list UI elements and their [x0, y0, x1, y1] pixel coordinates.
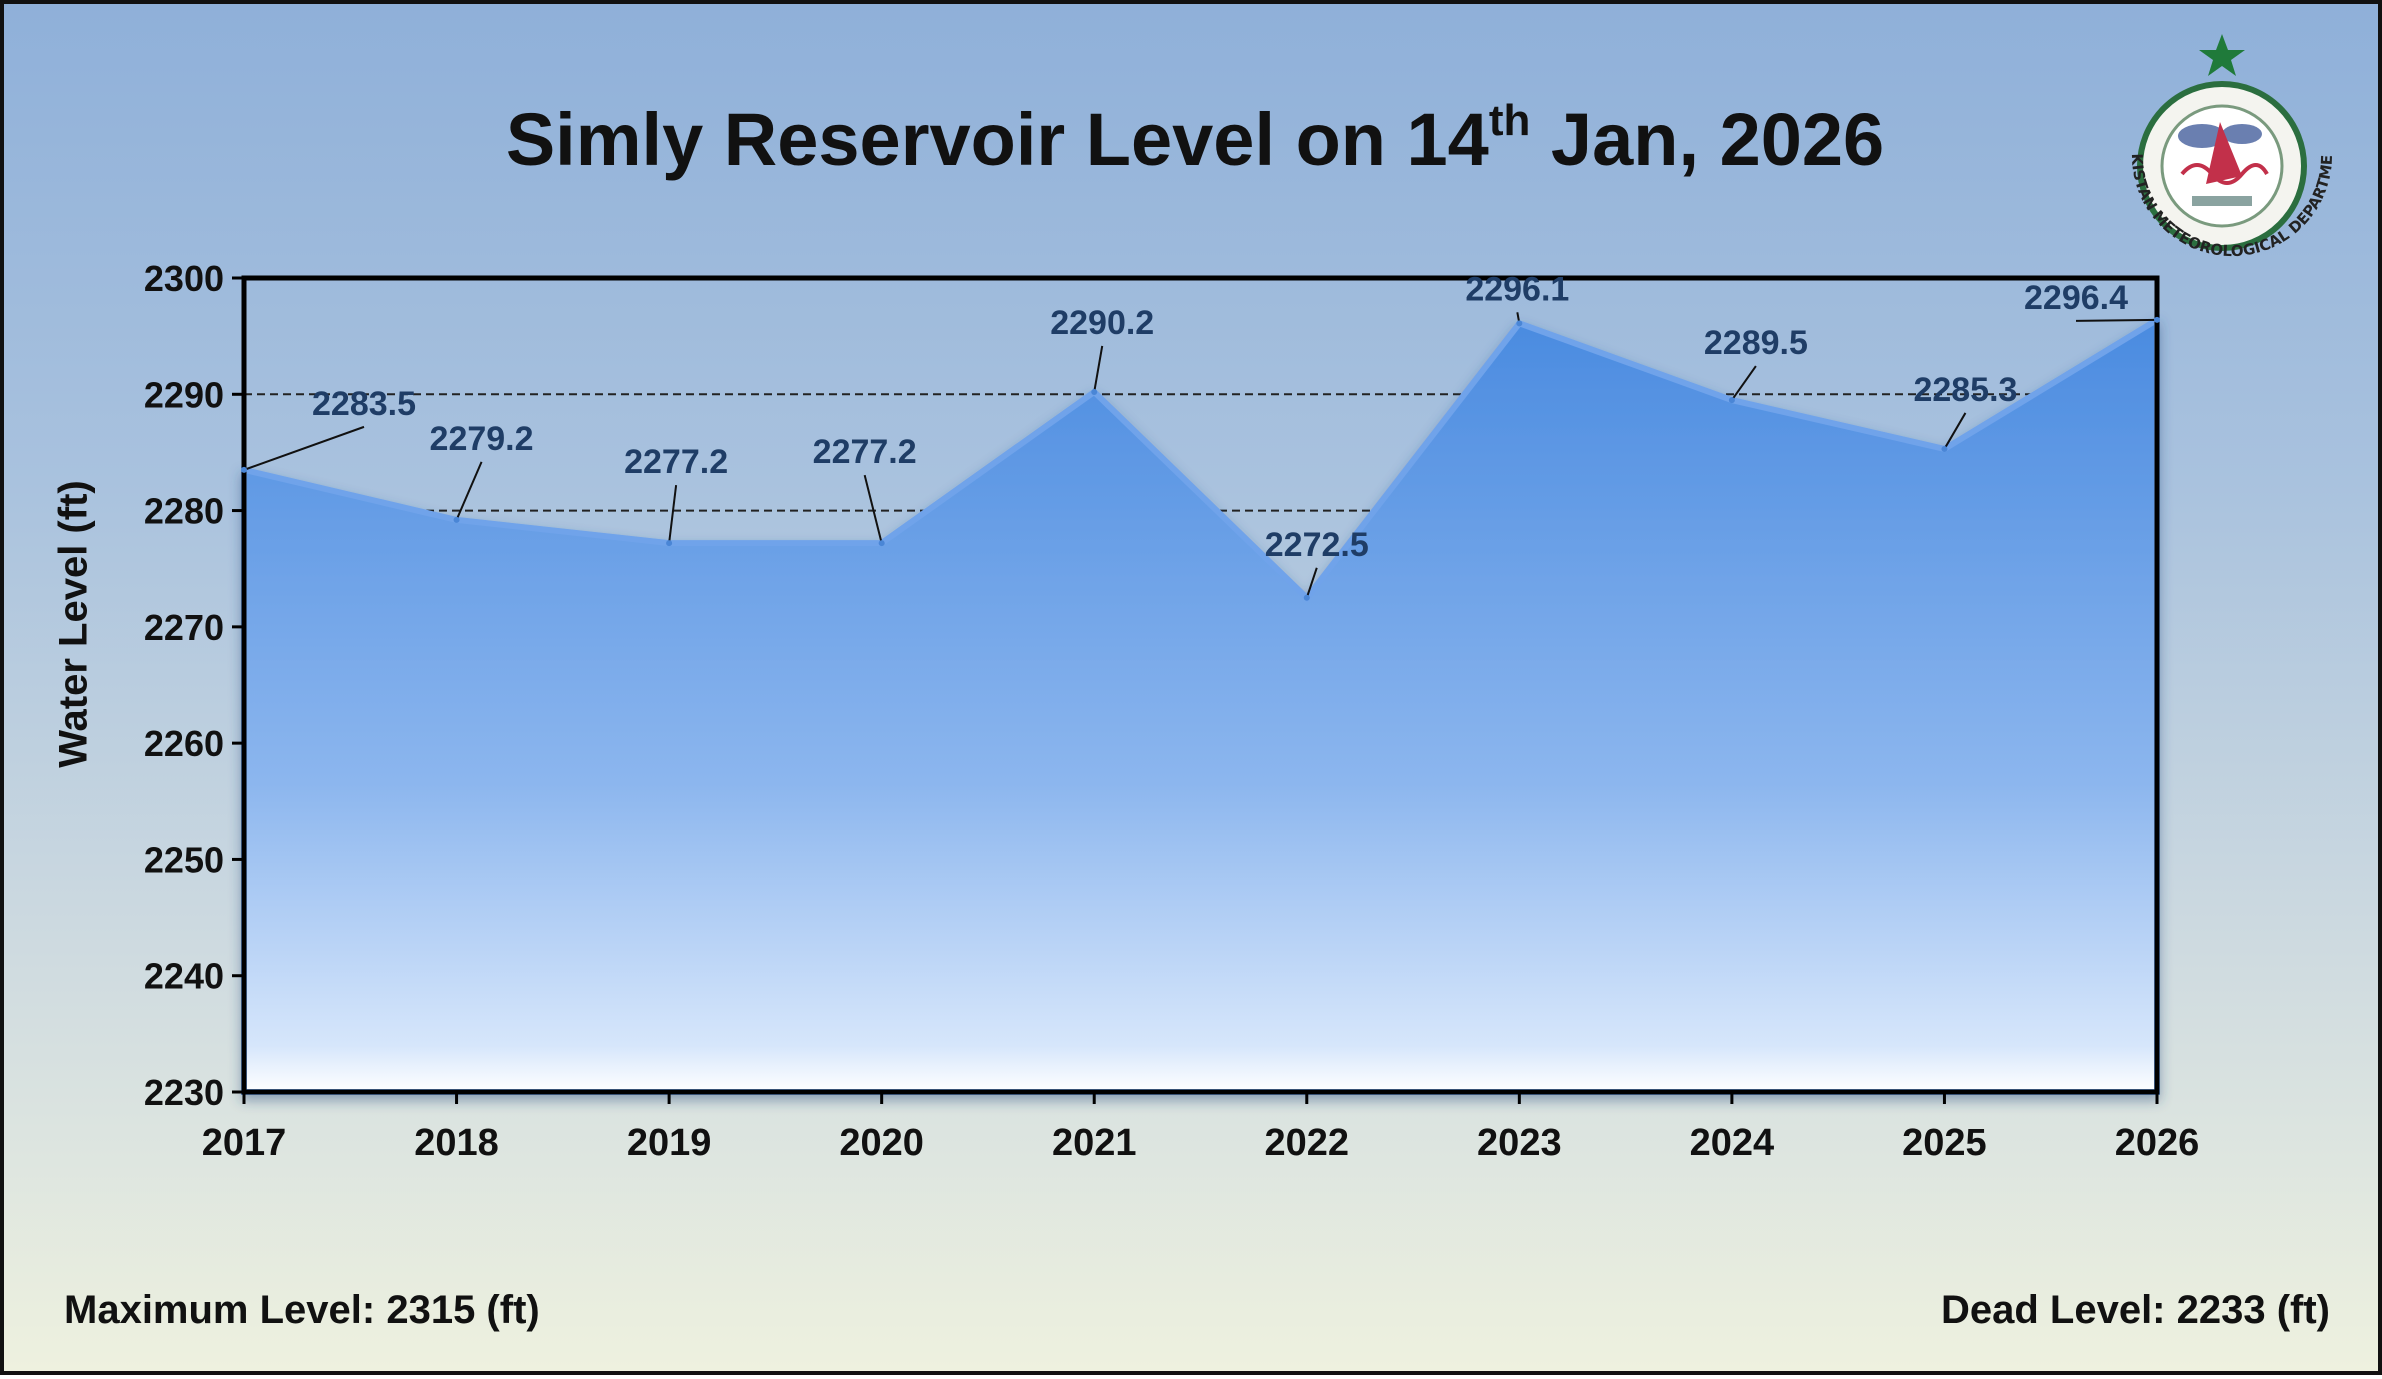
data-label: 2289.5 — [1704, 324, 1808, 362]
label-leader-line — [1093, 345, 1104, 393]
chart-title: Simly Reservoir Level on 14th Jan, 2026 — [4, 96, 2382, 182]
dead-level-note: Dead Level: 2233 (ft) — [1940, 1288, 2330, 1332]
value-labels: 2283.5 2279.2 2277.2 2277.2 2290.2 2272.5 2296… — [241, 270, 2160, 601]
data-label: 2296.1 — [1465, 270, 1569, 308]
y-tick-label: 2280 — [144, 491, 224, 532]
x-tick-label: 2018 — [414, 1122, 499, 1164]
pmd-logo-icon: PAKISTAN METEOROLOGICAL DEPARTMENT — [2102, 26, 2336, 260]
label-leader-line — [455, 461, 483, 521]
data-point — [878, 540, 885, 547]
data-label: 2290.2 — [1050, 304, 1154, 342]
y-tick-label: 2230 — [144, 1072, 224, 1113]
x-tick-label: 2019 — [627, 1122, 712, 1164]
x-tick-label: 2023 — [1477, 1122, 1562, 1164]
data-point — [1516, 320, 1523, 327]
x-ticks: 2017 2018 2019 2020 2021 2022 2023 2024 2025 2026 — [202, 1092, 2200, 1164]
maximum-level-note: Maximum Level: 2315 (ft) — [64, 1288, 540, 1332]
plot-border — [241, 275, 2160, 1095]
x-tick-label: 2026 — [2115, 1122, 2200, 1164]
data-point — [453, 516, 460, 523]
data-point — [1091, 388, 1098, 395]
data-point — [1941, 445, 1948, 452]
data-label: 2272.5 — [1265, 526, 1369, 564]
data-point — [1303, 594, 1310, 601]
x-tick-label: 2024 — [1690, 1122, 1775, 1164]
label-leader-line — [2075, 318, 2158, 322]
data-label: 2277.2 — [813, 433, 917, 471]
data-point — [666, 540, 673, 547]
label-leader-line — [668, 485, 678, 544]
data-label: 2285.3 — [1913, 371, 2017, 409]
label-leader-line — [1731, 365, 1757, 401]
title-tail: Jan, 2026 — [1530, 98, 1885, 181]
label-leader-line — [863, 474, 883, 544]
x-tick-label: 2022 — [1265, 1122, 1350, 1164]
y-tick-label: 2240 — [144, 956, 224, 997]
data-point — [1728, 397, 1735, 404]
axes — [241, 275, 2160, 1095]
y-tick-label: 2250 — [144, 839, 224, 880]
y-tick-label: 2270 — [144, 607, 224, 648]
y-ticks: 2230 2240 2250 2260 2270 2280 2290 2300 — [144, 258, 244, 1113]
x-tick-label: 2021 — [1052, 1122, 1137, 1164]
label-leader-line — [243, 425, 365, 471]
label-leaders — [243, 312, 2158, 599]
label-leader-line — [1305, 567, 1318, 599]
title-superscript: th — [1488, 96, 1531, 145]
label-leader-line — [1943, 412, 1967, 450]
x-tick-label: 2020 — [839, 1122, 924, 1164]
data-label: 2277.2 — [624, 443, 728, 481]
y-tick-label: 2260 — [144, 723, 224, 764]
title-main: Simly Reservoir Level on 14 — [505, 98, 1489, 181]
data-label: 2296.4 — [2024, 279, 2128, 317]
data-label: 2279.2 — [430, 420, 534, 458]
data-point — [2154, 316, 2160, 323]
y-tick-label: 2290 — [144, 374, 224, 415]
data-point — [241, 466, 247, 473]
data-label: 2283.5 — [312, 385, 416, 423]
y-tick-label: 2300 — [144, 258, 224, 299]
x-tick-label: 2025 — [1902, 1122, 1987, 1164]
x-tick-label: 2017 — [202, 1122, 287, 1164]
